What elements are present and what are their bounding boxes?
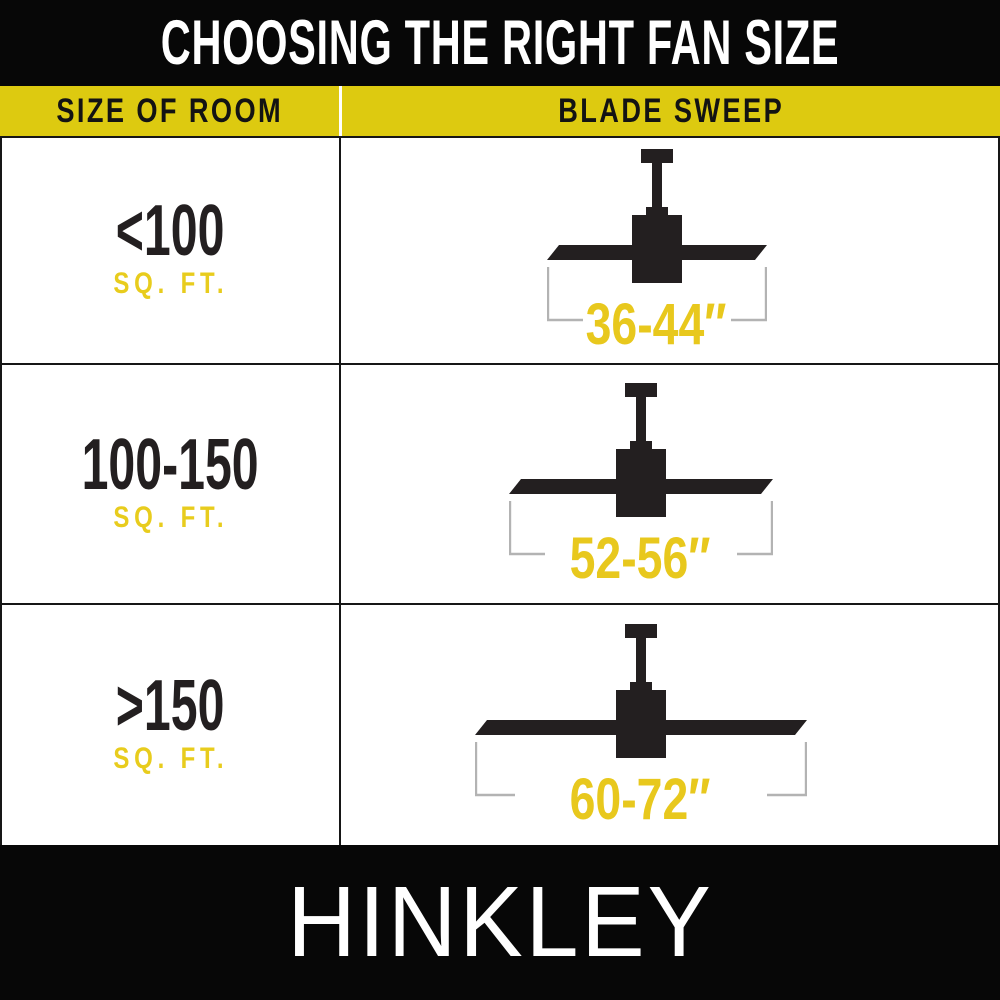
room-size-unit: SQ. FT. — [113, 267, 228, 300]
brand-bar: HINKLEY — [0, 845, 1000, 1000]
table-header-row: SIZE OF ROOM BLADE SWEEP — [0, 86, 1000, 136]
ceiling-fan-icon — [546, 149, 767, 322]
page-title: CHOOSING THE RIGHT FAN SIZE — [160, 8, 840, 78]
column-header-blade-sweep: BLADE SWEEP — [558, 91, 784, 130]
brand-logo-text: HINKLEY — [286, 866, 714, 978]
blade-sweep-cell: 60-72″ — [341, 605, 998, 845]
measurement-bracket — [736, 500, 773, 555]
ceiling-fan-icon — [474, 623, 807, 796]
room-size-value: >150 — [116, 665, 225, 746]
header-cell-size-of-room: SIZE OF ROOM — [0, 86, 339, 136]
table-row: >150 SQ. FT. 60-72″ — [2, 605, 998, 845]
room-size-cell: >150 SQ. FT. — [2, 605, 341, 845]
room-size-cell: <100 SQ. FT. — [2, 138, 341, 363]
fan-figure: 52-56″ — [508, 382, 773, 591]
table-row: 100-150 SQ. FT. 52-56″ — [2, 365, 998, 605]
blade-sweep-value: 52-56″ — [570, 525, 711, 591]
header-cell-blade-sweep: BLADE SWEEP — [339, 86, 1000, 136]
measurement-bracket — [508, 500, 545, 555]
measurement-bracket — [766, 741, 807, 796]
blade-sweep-cell: 36-44″ — [341, 138, 998, 363]
table-row: <100 SQ. FT. 36-44″ — [2, 138, 998, 365]
room-size-unit: SQ. FT. — [113, 741, 228, 775]
room-size-value: <100 — [116, 191, 225, 271]
blade-sweep-value: 60-72″ — [570, 766, 711, 832]
fan-figure: 60-72″ — [474, 623, 807, 832]
measurement-bracket — [730, 267, 767, 322]
ceiling-fan-icon — [508, 382, 773, 555]
fan-figure: 36-44″ — [546, 149, 767, 357]
blade-sweep-cell: 52-56″ — [341, 365, 998, 603]
title-bar: CHOOSING THE RIGHT FAN SIZE — [0, 0, 1000, 86]
room-size-value: 100-150 — [81, 424, 260, 505]
blade-sweep-value: 36-44″ — [586, 292, 727, 357]
room-size-cell: 100-150 SQ. FT. — [2, 365, 341, 603]
room-size-unit: SQ. FT. — [113, 500, 228, 534]
measurement-bracket — [546, 267, 583, 322]
column-header-size-of-room: SIZE OF ROOM — [56, 91, 283, 130]
measurement-bracket — [474, 741, 515, 796]
table-body: <100 SQ. FT. 36-44″ — [0, 136, 1000, 845]
